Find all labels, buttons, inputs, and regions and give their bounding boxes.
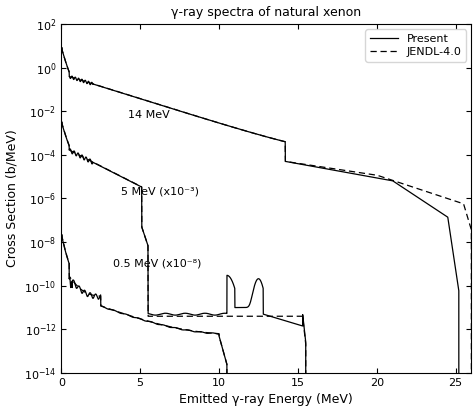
Text: 5 MeV (x10⁻³): 5 MeV (x10⁻³) (121, 186, 199, 196)
JENDL-4.0 (364, 171, 369, 176)
Title: γ-ray spectra of natural xenon: γ-ray spectra of natural xenon (171, 5, 361, 19)
Present (364, 174, 369, 179)
Text: 14 MeV: 14 MeV (127, 110, 169, 120)
JENDL-4.0 (304, 162, 309, 167)
JENDL-4.0 (325, 165, 330, 170)
Present (59, 45, 64, 50)
Present (133, 95, 139, 100)
Line: JENDL-4.0: JENDL-4.0 (61, 48, 470, 412)
Present (325, 166, 330, 171)
Y-axis label: Cross Section (b/MeV): Cross Section (b/MeV) (6, 130, 19, 267)
Present (304, 163, 309, 168)
JENDL-4.0 (215, 120, 220, 125)
Text: 0.5 MeV (x10⁻⁸): 0.5 MeV (x10⁻⁸) (113, 258, 201, 268)
JENDL-4.0 (59, 45, 64, 50)
X-axis label: Emitted γ-ray Energy (MeV): Emitted γ-ray Energy (MeV) (179, 393, 353, 407)
JENDL-4.0 (395, 180, 400, 185)
Present (215, 120, 220, 125)
Legend: Present, JENDL-4.0: Present, JENDL-4.0 (365, 29, 465, 62)
Line: Present: Present (61, 48, 470, 412)
JENDL-4.0 (133, 95, 139, 100)
Present (395, 182, 400, 187)
